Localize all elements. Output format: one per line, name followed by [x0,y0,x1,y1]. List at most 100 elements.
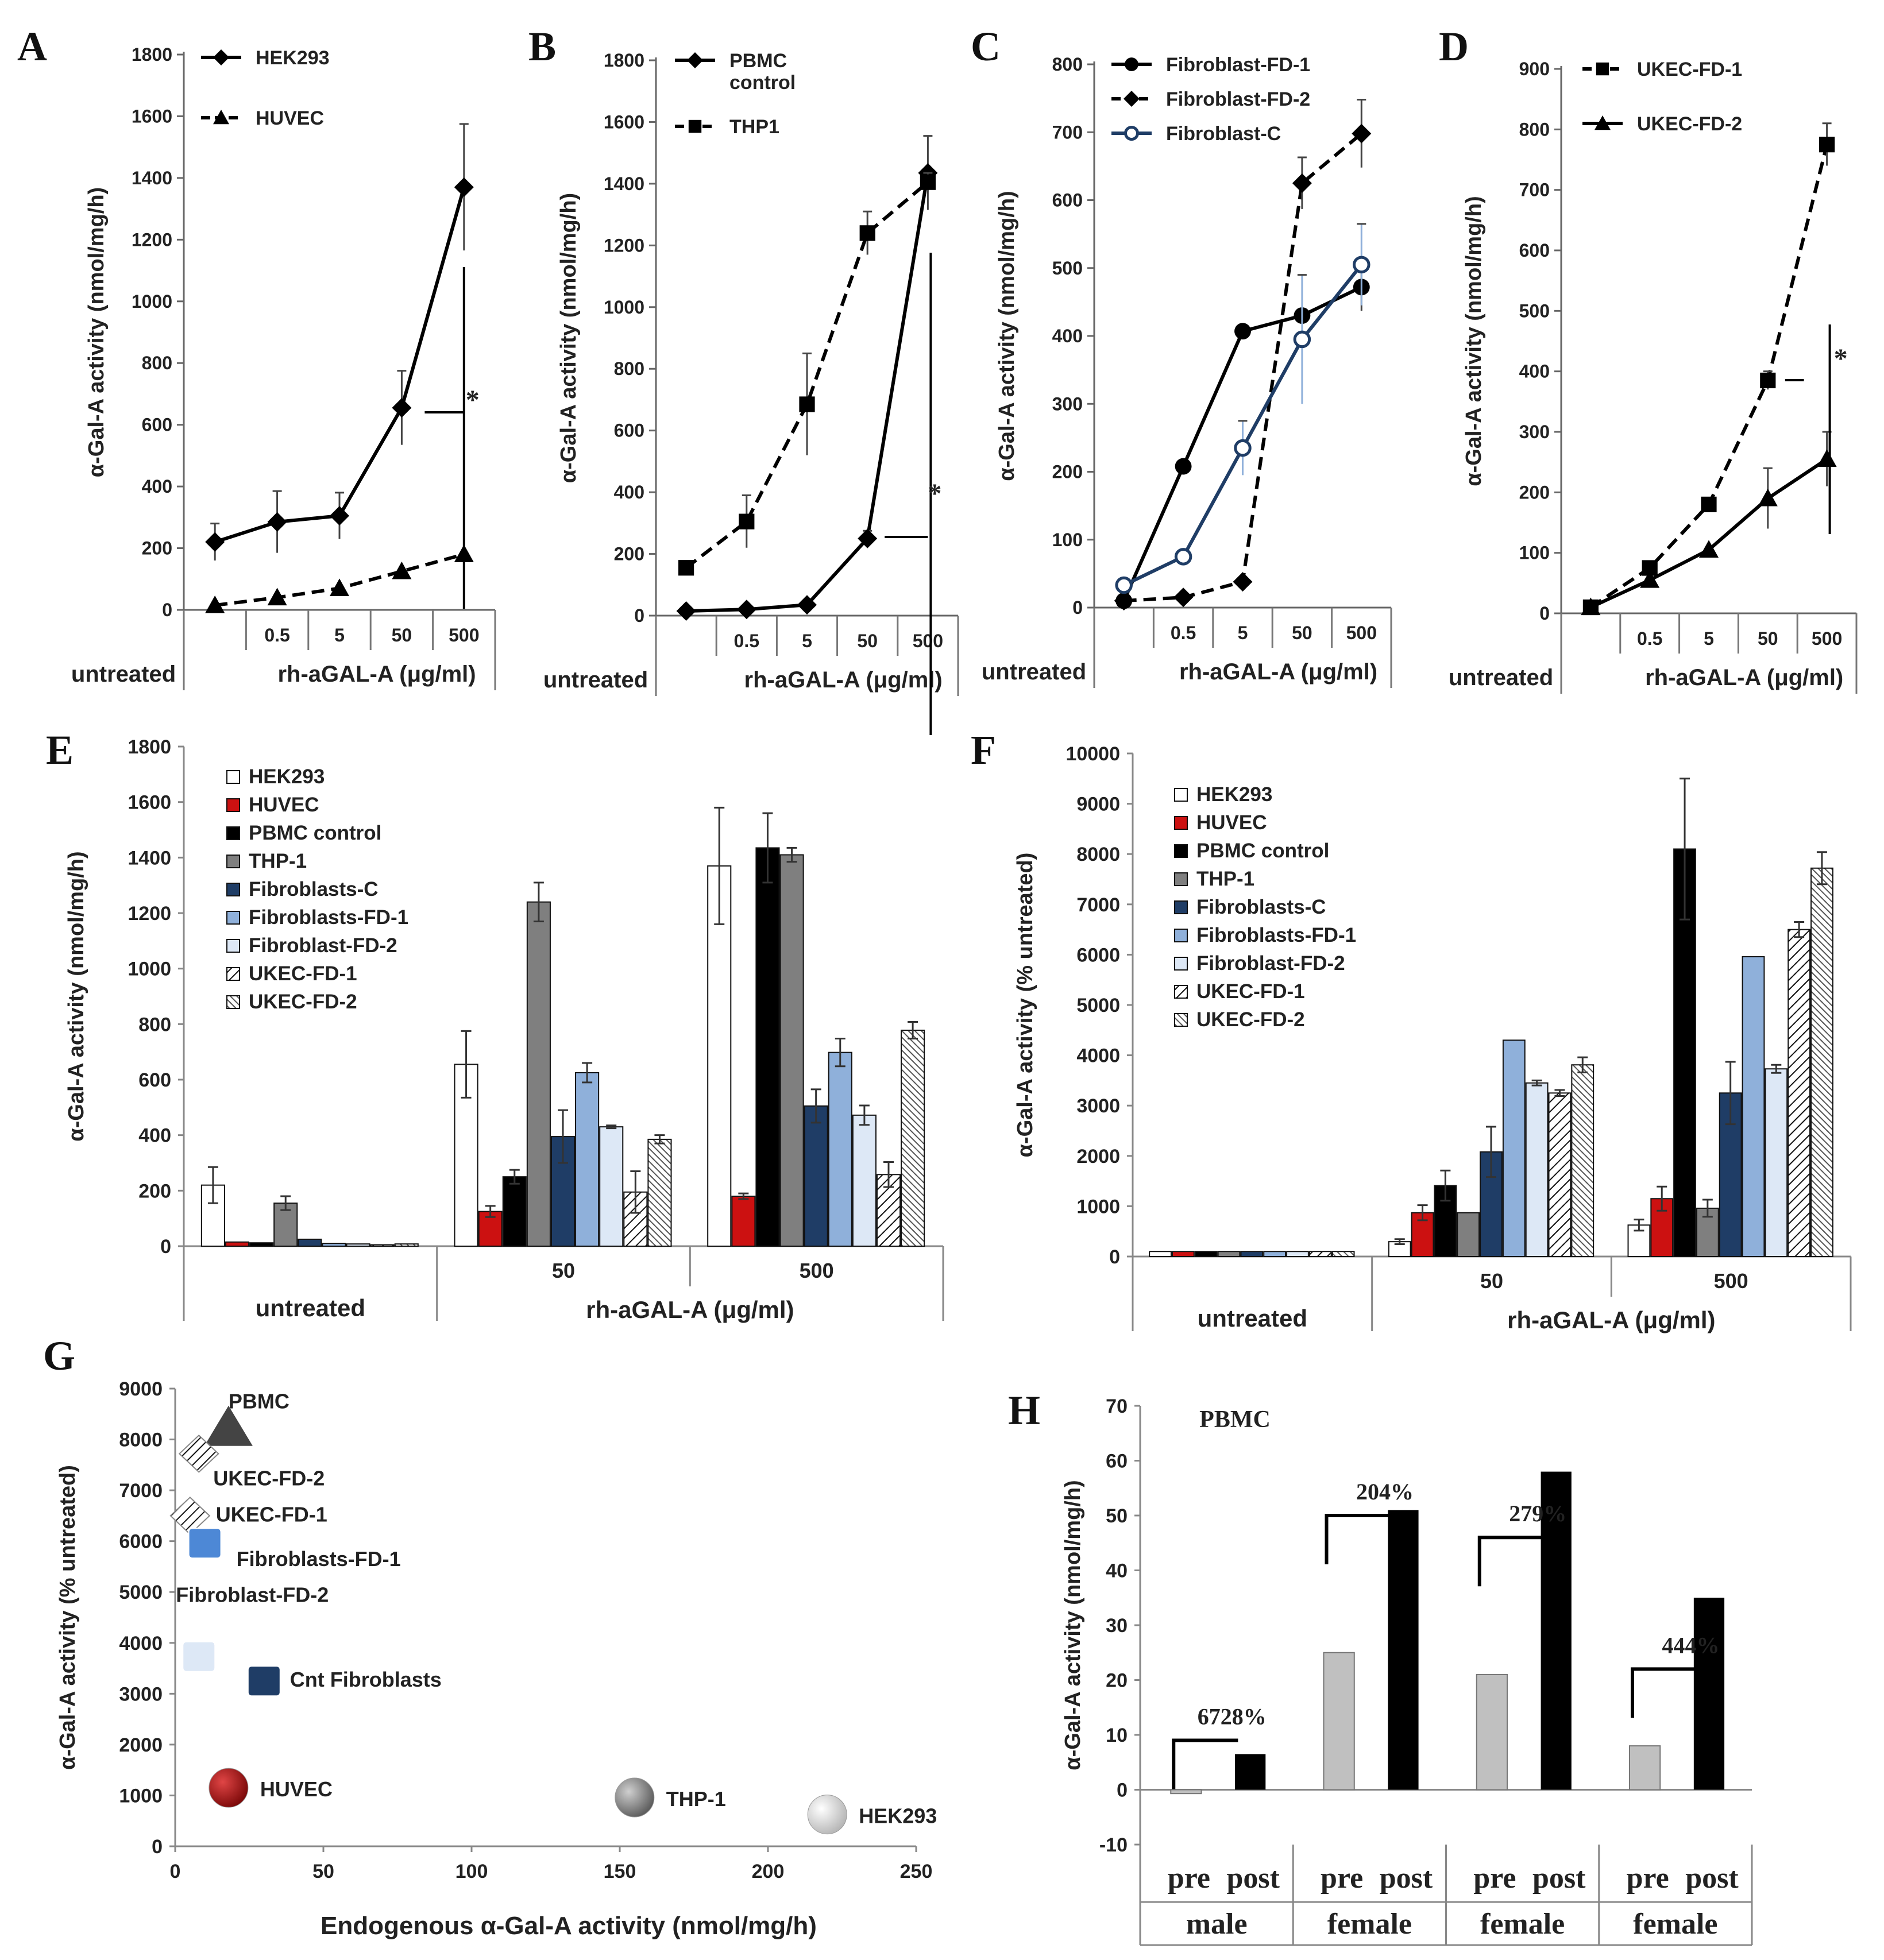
bar-PBMC control [249,1242,274,1247]
y-tick-label: 200 [142,538,172,559]
x-tick-label: 150 [604,1861,636,1882]
y-tick-label: 1000 [128,958,171,980]
y-tick-label: 4000 [119,1633,163,1654]
data-point-HEK293 [392,398,412,418]
increase-bracket [1477,1536,1544,1587]
point-label: THP-1 [666,1787,726,1811]
data-point-Fibroblast-FD-1 [1175,458,1192,475]
y-tick-label: 4000 [1076,1045,1120,1067]
bar-Fibroblast-FD-2 [1286,1251,1309,1257]
y-tick-label: 8000 [1076,844,1120,865]
y-tick-label: 8000 [119,1429,163,1451]
y-tick-label: 600 [614,420,644,441]
x-tick-label: 50 [1292,623,1312,643]
y-tick-label: 7000 [119,1480,163,1502]
bar-UKEC-FD-2 [1331,1251,1355,1257]
y-tick-label: 2000 [1076,1146,1120,1168]
bar-HEK293 [707,865,732,1247]
x-tick-label: 5 [802,631,812,651]
data-point-Fibroblast-C [1234,439,1252,457]
y-tick-label: 400 [142,476,172,497]
data-point-UKEC-FD-1 [1701,496,1717,512]
y-tick-label: 0 [634,605,644,626]
bar-PBMC control [755,847,780,1247]
bar-Fibroblasts-FD-1 [828,1051,852,1247]
x-group-label-dose: rh-aGAL-A (μg/ml) [277,662,476,687]
data-point-HUVEC [205,595,225,613]
data-point-HUVEC [267,587,287,606]
y-tick-label: 500 [1519,300,1550,321]
bar-THP-1 [1217,1251,1241,1257]
x-tick-label: 0 [170,1861,181,1882]
y-tick-label: 10 [1106,1725,1128,1746]
y-tick-label: 300 [1519,422,1550,442]
point-Cnt Fibroblasts [247,1665,281,1697]
bar-UKEC-FD-1 [1788,929,1811,1257]
legend-swatch [1174,957,1188,971]
legend-entry: HEK293 [249,766,325,788]
x-group-label: 500 [1714,1269,1748,1293]
x-group-label: 50 [1480,1269,1503,1293]
data-point-UKEC-FD-2 [1640,570,1660,588]
data-point-THP1 [859,225,875,241]
bar-label-post: post [1226,1862,1280,1895]
legend-entry: HUVEC [249,794,319,816]
y-tick-label: 1200 [132,229,172,250]
legend-entry: UKEC-FD-2 [1196,1008,1305,1031]
legend-marker [1124,91,1140,107]
sex-label: female [1480,1908,1565,1940]
bar-Fibroblasts-FD-1 [322,1243,346,1247]
bar-UKEC-FD-2 [647,1138,672,1247]
y-tick-label: 1000 [604,297,644,318]
x-group-label: 500 [800,1259,834,1282]
y-tick-label: 400 [614,482,644,502]
increase-label: 444% [1662,1632,1720,1658]
y-tick-label: 400 [1519,361,1550,382]
legend-swatch [1174,872,1188,886]
legend-swatch [226,939,240,953]
data-point-Fibroblast-C [1174,548,1192,566]
data-point-THP1 [678,560,694,576]
y-tick-label: 9000 [1076,794,1120,815]
y-tick-label: 100 [1052,529,1083,550]
data-point-Fibroblast-FD-2 [1292,173,1312,193]
significance-star: * [1834,343,1848,374]
bar-Fibroblasts-C [804,1105,828,1247]
y-axis-label: α-Gal-A activity (nmol/mg/h) [1462,196,1486,486]
bar-Fibroblast-FD-2 [1525,1082,1549,1258]
x-tick-label: 500 [449,625,479,645]
panel-label-E: E [46,727,74,773]
x-tick-label: 50 [857,631,878,651]
data-point-UKEC-FD-1 [1819,137,1835,153]
point-HUVEC [209,1768,249,1808]
legend-entry: UKEC-FD-2 [1637,113,1742,135]
bar-label-pre: pre [1321,1862,1363,1895]
legend-swatch [1174,1013,1188,1027]
data-point-Fibroblast-FD-2 [1233,572,1253,592]
bar-label-post: post [1532,1862,1586,1895]
panel-label-G: G [43,1333,75,1379]
bar-HEK293 [1149,1251,1172,1257]
bar-label-post: post [1685,1862,1739,1895]
bar-post [1388,1510,1419,1790]
legend-entry: Fibroblast-FD-1 [1166,54,1310,76]
x-group-label-untreated: untreated [982,659,1086,685]
bar-pre [1170,1789,1202,1795]
y-tick-label: 0 [160,1236,171,1258]
bar-UKEC-FD-2 [901,1029,925,1247]
legend-entry: Fibroblasts-C [249,878,379,900]
y-tick-label: 500 [1052,258,1083,279]
y-tick-label: 0 [152,1836,163,1858]
x-tick-label: 5 [1704,628,1714,649]
data-point-UKEC-FD-1 [1760,372,1776,389]
bar-UKEC-FD-1 [1548,1092,1572,1258]
bar-Fibroblast-FD-2 [346,1243,370,1247]
bar-UKEC-FD-1 [370,1244,395,1247]
y-tick-label: 5000 [119,1582,163,1603]
y-tick-label: 1000 [132,291,172,312]
data-point-PBMC [676,601,696,621]
legend-swatch [226,995,240,1009]
x-tick-label: 500 [1346,623,1377,643]
y-tick-label: -10 [1099,1834,1128,1856]
